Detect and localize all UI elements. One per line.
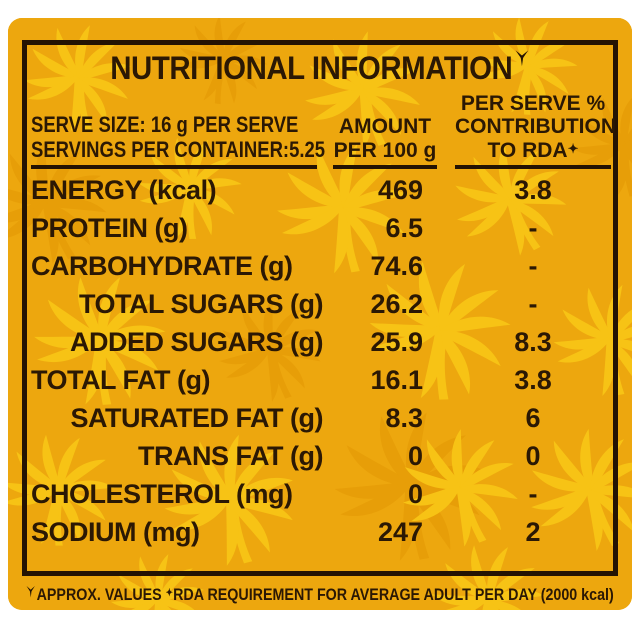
header-amount-column: AMOUNT PER 100 g	[333, 92, 437, 170]
nutrient-label: TRANS FAT (g)	[138, 440, 323, 471]
table-header: SERVE SIZE: 16 g PER SERVE SERVINGS PER …	[27, 90, 616, 170]
nutrient-rda: 2	[525, 516, 541, 547]
nutrient-label: SODIUM (mg)	[31, 516, 200, 547]
nutrient-rda: 6	[525, 402, 541, 433]
table-row-trans-fat: TRANS FAT (g) 0 0	[31, 437, 611, 475]
header-rda-column: PER SERVE % CONTRIBUTION TO RDA✦	[455, 91, 616, 170]
nutrition-label: NUTRITIONAL INFORMATION SERVE SIZE: 16 g…	[8, 18, 632, 610]
table-row-cholesterol: CHOLESTEROL (mg) 0 -	[31, 475, 611, 513]
rda-header-line2: CONTRIBUTION	[455, 115, 616, 139]
servings-per-container-line: SERVINGS PER CONTAINER:5.25	[31, 136, 326, 162]
rda-header-line3: TO RDA✦	[487, 138, 579, 162]
rda-plus-star-icon: ✦	[165, 587, 174, 599]
nutrient-amount: 25.9	[370, 326, 423, 357]
nutrient-rda: 8.3	[514, 326, 552, 357]
header-serving-info: SERVE SIZE: 16 g PER SERVE SERVINGS PER …	[31, 92, 326, 170]
nutrient-label: TOTAL FAT (g)	[31, 364, 210, 395]
nutrient-label: PROTEIN (g)	[31, 212, 188, 243]
nutrient-rda: -	[528, 250, 538, 281]
table-row-total-sugars: TOTAL SUGARS (g) 26.2 -	[31, 285, 611, 323]
footnote-rda-text: RDA REQUIREMENT FOR AVERAGE ADULT PER DA…	[173, 585, 614, 604]
table-row-carbohydrate: CARBOHYDRATE (g) 74.6 -	[31, 247, 611, 285]
amount-header-line1: AMOUNT	[338, 115, 432, 139]
nutrient-amount: 6.5	[385, 212, 423, 243]
nutrient-amount: 74.6	[370, 250, 423, 281]
table-row-added-sugars: ADDED SUGARS (g) 25.9 8.3	[31, 323, 611, 361]
nutrient-label: ENERGY (kcal)	[31, 174, 217, 205]
nutrient-label: TOTAL SUGARS (g)	[79, 288, 324, 319]
serve-size-line: SERVE SIZE: 16 g PER SERVE	[31, 111, 299, 137]
nutrient-rda: -	[528, 288, 538, 319]
approx-star-icon	[514, 49, 530, 67]
title-text: NUTRITIONAL INFORMATION	[110, 50, 513, 86]
nutrient-label: SATURATED FAT (g)	[70, 402, 324, 433]
nutrient-label: CHOLESTEROL (mg)	[31, 478, 293, 509]
nutrient-amount: 8.3	[385, 402, 423, 433]
nutrient-rda: 0	[525, 440, 541, 471]
nutrient-rda: -	[528, 212, 538, 243]
table-row-total-fat: TOTAL FAT (g) 16.1 3.8	[31, 361, 611, 399]
footnote: APPROX. VALUES ✦RDA REQUIREMENT FOR AVER…	[24, 585, 632, 603]
footnote-approx-text: APPROX. VALUES	[36, 585, 166, 604]
nutrient-label: CARBOHYDRATE (g)	[31, 250, 293, 281]
table-row-energy: ENERGY (kcal) 469 3.8	[31, 171, 611, 209]
nutrient-amount: 247	[377, 516, 423, 547]
rda-plus-star-icon: ✦	[567, 140, 579, 156]
table-row-protein: PROTEIN (g) 6.5 -	[31, 209, 611, 247]
nutrient-table: ENERGY (kcal) 469 3.8 PROTEIN (g) 6.5 - …	[27, 169, 613, 551]
nutrient-rda: -	[528, 478, 538, 509]
nutrient-amount: 0	[407, 440, 423, 471]
approx-star-icon	[26, 585, 36, 598]
table-row-sodium: SODIUM (mg) 247 2	[31, 513, 611, 551]
nutrient-rda: 3.8	[514, 364, 552, 395]
nutrient-amount: 0	[407, 478, 423, 509]
amount-header-line2: PER 100 g	[333, 138, 437, 162]
nutrient-label: ADDED SUGARS (g)	[70, 326, 324, 357]
nutrient-amount: 16.1	[370, 364, 423, 395]
palm-pattern-background	[8, 18, 632, 610]
nutrient-amount: 26.2	[370, 288, 423, 319]
nutrient-amount: 469	[377, 174, 423, 205]
table-row-saturated-fat: SATURATED FAT (g) 8.3 6	[31, 399, 611, 437]
page-title: NUTRITIONAL INFORMATION	[27, 48, 613, 90]
nutrient-rda: 3.8	[514, 174, 552, 205]
table-frame: NUTRITIONAL INFORMATION SERVE SIZE: 16 g…	[22, 40, 618, 576]
rda-header-line1: PER SERVE %	[460, 91, 606, 115]
